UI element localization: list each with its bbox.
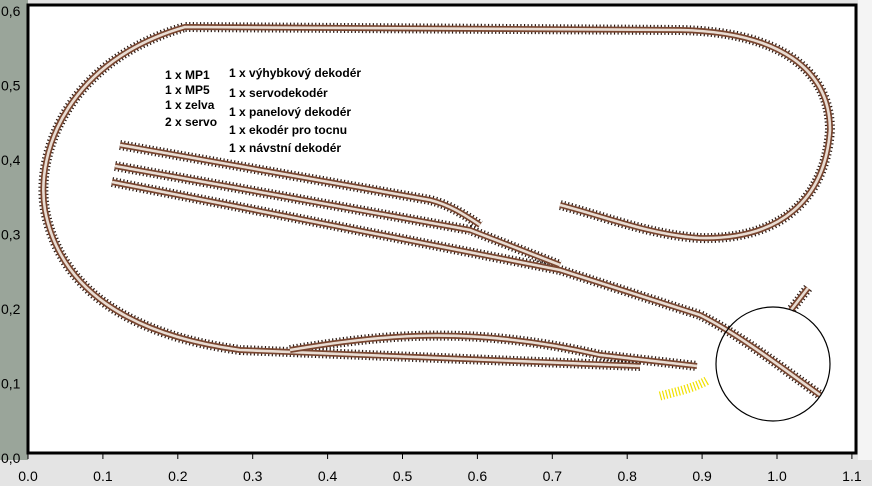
x-tick-label: 1.0 [767, 468, 787, 484]
note: 1 x panelový dekodér [229, 105, 351, 119]
rail-bed [789, 287, 810, 311]
x-tick-label: 0.4 [318, 468, 338, 484]
y-tick-label: 0,3 [1, 227, 21, 243]
tracks [38, 21, 836, 400]
x-tick-label: 0.3 [243, 468, 263, 484]
note: 1 x MP1 [165, 68, 210, 82]
turntable [715, 306, 831, 422]
note: 2 x servo [165, 115, 217, 129]
note: 1 x MP5 [165, 83, 210, 97]
y-tick-label: 0,1 [1, 376, 21, 392]
y-tick-label: 0,2 [1, 301, 21, 317]
note: 1 x návstní dekodér [229, 141, 341, 155]
rail-bed [42, 25, 832, 368]
y-tick-label: 0,4 [1, 152, 21, 168]
x-tick-label: 0.5 [393, 468, 413, 484]
note: 1 x ekodér pro tocnu [229, 123, 347, 137]
note: 1 x zelva [165, 98, 215, 112]
drawing-area [26, 3, 858, 455]
y-tick-label: 0,5 [1, 78, 21, 94]
rail-bed [114, 164, 561, 267]
y-tick-label: 0,0 [1, 450, 21, 466]
rail-bed [289, 334, 698, 368]
axes: 0.0 0.1 0.2 0.3 0.4 0.5 0.6 0.7 0.8 0.9 1.0 1.1 0,0 0… [1, 3, 862, 484]
yellow-track [658, 376, 711, 401]
x-tick-label: 0.8 [617, 468, 637, 484]
y-tick-label: 0,6 [1, 3, 21, 19]
x-tick-label: 0.7 [543, 468, 563, 484]
x-tick-label: 0.1 [93, 468, 113, 484]
x-tick-label: 0.2 [168, 468, 188, 484]
note: 1 x výhybkový dekodér [229, 66, 361, 80]
note: 1 x servodekodér [229, 86, 328, 100]
rail-bed [111, 180, 821, 397]
rail-bed [119, 143, 481, 227]
x-tick-label: 0.6 [468, 468, 488, 484]
x-tick-label: 0.9 [692, 468, 712, 484]
right-strip [858, 0, 872, 460]
side-strip [0, 0, 28, 460]
x-tick-label: 1.1 [842, 468, 862, 484]
x-tick-label: 0.0 [18, 468, 38, 484]
